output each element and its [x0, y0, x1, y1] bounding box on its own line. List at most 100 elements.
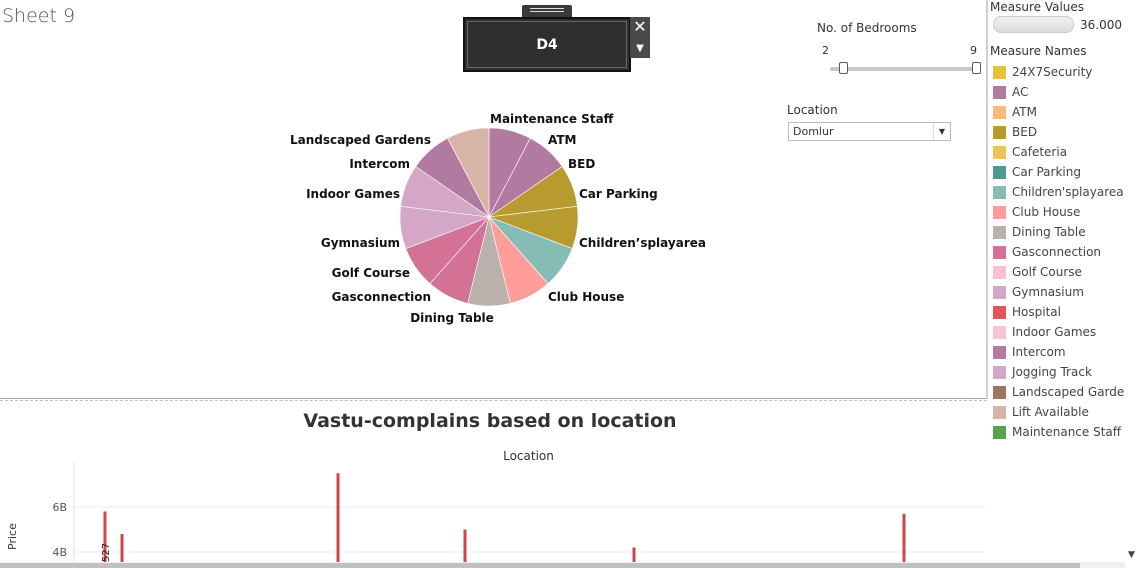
- legend-item[interactable]: Jogging Track: [993, 362, 1128, 382]
- pie-slice-label: Maintenance Staff: [490, 112, 614, 126]
- legend-item[interactable]: 24X7Security: [993, 62, 1128, 82]
- legend-label: Jogging Track: [1012, 365, 1092, 379]
- legend-label: Car Parking: [1012, 165, 1081, 179]
- bedrooms-min-label: 2: [822, 44, 829, 57]
- legend-swatch: [993, 265, 1006, 279]
- bedrooms-max-label: 9: [970, 44, 977, 57]
- legend-item[interactable]: Intercom: [993, 342, 1128, 362]
- legend-swatch: [993, 145, 1006, 159]
- legend-item[interactable]: Landscaped Gardens: [993, 382, 1128, 402]
- y-tick-label: 4B: [52, 546, 67, 559]
- popup-controls: ✕ ▼: [630, 17, 650, 58]
- pie-slice-label: Landscaped Gardens: [290, 133, 431, 147]
- legend-item[interactable]: Hospital: [993, 302, 1128, 322]
- legend-swatch: [993, 285, 1006, 299]
- vertical-scrollbar[interactable]: ▼: [1125, 0, 1141, 568]
- legend-item[interactable]: Dining Table: [993, 222, 1128, 242]
- location-select-value: Domlur: [793, 125, 834, 138]
- measure-values-slider[interactable]: [993, 16, 1074, 33]
- legend-item[interactable]: Cafeteria: [993, 142, 1128, 162]
- pie-slice-label: Car Parking: [579, 187, 658, 201]
- chevron-down-icon[interactable]: ▼: [933, 123, 950, 140]
- dropdown-arrow-icon[interactable]: ▼: [636, 43, 644, 54]
- legend-label: ATM: [1012, 105, 1037, 119]
- pie-slice-label: Intercom: [349, 157, 410, 171]
- legend-item[interactable]: Maintenance Staff: [993, 422, 1128, 442]
- legend-label: Lift Available: [1012, 405, 1089, 419]
- legend-swatch: [993, 425, 1006, 439]
- drag-handle[interactable]: [522, 5, 572, 17]
- legend-label: Golf Course: [1012, 265, 1082, 279]
- legend-item[interactable]: Club House: [993, 202, 1128, 222]
- legend-item[interactable]: Car Parking: [993, 162, 1128, 182]
- dashboard-separator: [0, 398, 987, 401]
- y-tick-label: 6B: [52, 501, 67, 514]
- bedrooms-filter-title: No. of Bedrooms: [817, 21, 917, 35]
- legend-label: BED: [1012, 125, 1038, 139]
- bar-chart-title: Vastu-complains based on location: [303, 410, 677, 432]
- pie-slice[interactable]: [447, 127, 490, 218]
- measure-values-title: Measure Values: [990, 0, 1085, 14]
- legend-item[interactable]: ATM: [993, 102, 1128, 122]
- close-icon[interactable]: ✕: [633, 17, 647, 36]
- legend-swatch: [993, 205, 1006, 219]
- legend-label: Club House: [1012, 205, 1081, 219]
- scroll-down-icon[interactable]: ▼: [1128, 550, 1135, 560]
- bar[interactable]: [103, 511, 107, 563]
- legend-swatch: [993, 165, 1006, 179]
- bar[interactable]: [336, 473, 340, 562]
- panel-divider: [986, 0, 988, 398]
- vastu-bar-chart[interactable]: 6B 4B Price 527: [0, 462, 990, 562]
- legend-label: 24X7Security: [1012, 65, 1093, 79]
- measure-names-legend: 24X7Security AC ATM BED Cafeteria Car Parking…: [993, 62, 1128, 442]
- legend-swatch: [993, 245, 1006, 259]
- legend-swatch: [993, 65, 1006, 79]
- legend-label: Children'splayarea: [1012, 185, 1124, 199]
- legend-label: Landscaped Gardens: [1012, 385, 1128, 399]
- legend-item[interactable]: Indoor Games: [993, 322, 1128, 342]
- pie-slice-label: Golf Course: [332, 266, 410, 280]
- legend-item[interactable]: AC: [993, 82, 1128, 102]
- legend-label: Indoor Games: [1012, 325, 1097, 339]
- horizontal-scrollbar[interactable]: [0, 562, 1125, 568]
- legend-label: Cafeteria: [1012, 145, 1068, 159]
- legend-swatch: [993, 225, 1006, 239]
- bar[interactable]: [463, 529, 467, 563]
- legend-label: Maintenance Staff: [1012, 425, 1122, 439]
- pie-slice-label: ATM: [548, 133, 576, 147]
- measure-names-title: Measure Names: [990, 44, 1087, 58]
- legend-item[interactable]: Gymnasium: [993, 282, 1128, 302]
- legend-swatch: [993, 365, 1006, 379]
- bedrooms-slider-max-handle[interactable]: [972, 62, 981, 74]
- legend-label: Intercom: [1012, 345, 1066, 359]
- pie-slice-label: BED: [568, 157, 595, 171]
- pie-slice-label: Gymnasium: [321, 236, 400, 250]
- legend-swatch: [993, 105, 1006, 119]
- bar-data-label: 527: [101, 543, 112, 562]
- legend-swatch: [993, 125, 1006, 139]
- horizontal-scroll-thumb[interactable]: [0, 563, 1080, 568]
- legend-item[interactable]: Gasconnection: [993, 242, 1128, 262]
- bedrooms-slider-min-handle[interactable]: [839, 62, 848, 74]
- legend-item[interactable]: Golf Course: [993, 262, 1128, 282]
- bar[interactable]: [902, 513, 906, 562]
- legend-label: Dining Table: [1012, 225, 1086, 239]
- legend-label: Gasconnection: [1012, 245, 1102, 259]
- measure-values-value: 36.000: [1080, 18, 1122, 32]
- amenities-pie-chart[interactable]: Maintenance Staff ATM BED Car Parking Childr…: [290, 100, 710, 335]
- bar-chart-column-header: Location: [503, 449, 554, 463]
- popup-value: D4: [467, 21, 627, 68]
- legend-swatch: [993, 325, 1006, 339]
- bedrooms-slider-track[interactable]: [830, 67, 978, 71]
- y-axis-label: Price: [6, 523, 19, 550]
- legend-item[interactable]: Lift Available: [993, 402, 1128, 422]
- location-select[interactable]: Domlur ▼: [788, 122, 951, 141]
- pie-slice-label: Dining Table: [410, 311, 494, 325]
- bar[interactable]: [120, 534, 124, 562]
- legend-item[interactable]: BED: [993, 122, 1128, 142]
- legend-item[interactable]: Children'splayarea: [993, 182, 1128, 202]
- legend-swatch: [993, 85, 1006, 99]
- bar[interactable]: [632, 547, 636, 563]
- filter-value-popup[interactable]: D4: [463, 17, 631, 72]
